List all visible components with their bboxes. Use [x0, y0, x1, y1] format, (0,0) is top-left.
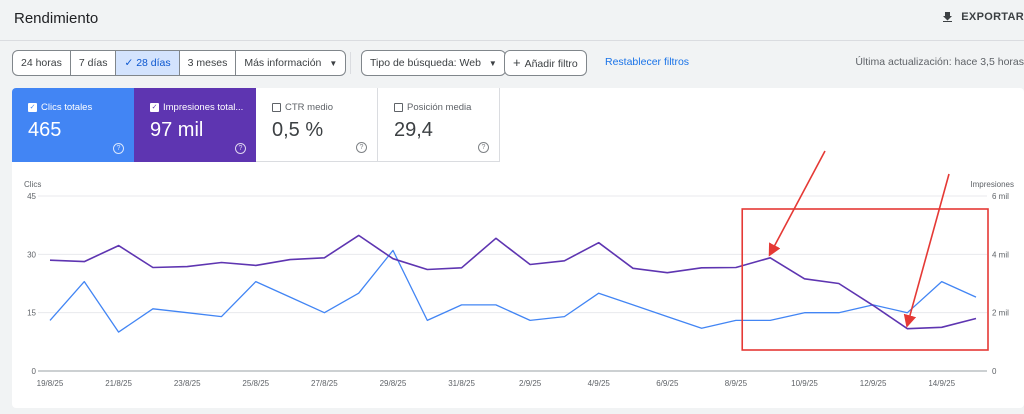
- x-axis-tick: 6/9/25: [656, 379, 679, 388]
- checkbox-unchecked-icon: [272, 103, 281, 112]
- x-axis-tick: 12/9/25: [860, 379, 887, 388]
- metric-value-ctr: 0,5 %: [272, 119, 324, 141]
- page-title: Rendimiento: [14, 10, 99, 27]
- date-range-selector: 24 horas 7 días ✓ 28 días 3 meses Más in…: [12, 50, 347, 76]
- metric-label-impressions: Impresiones total...: [163, 102, 244, 113]
- metric-label-ctr: CTR medio: [285, 102, 334, 113]
- right-axis-title: Impresiones: [970, 180, 1014, 189]
- checkbox-checked-icon: ✓: [28, 103, 37, 112]
- caret-down-icon: ▼: [488, 59, 497, 68]
- plus-icon: +: [513, 55, 521, 70]
- x-axis-tick: 25/8/25: [242, 379, 269, 388]
- annotation-layer: [741, 150, 989, 351]
- chart-series: [49, 234, 977, 333]
- x-axis-tick: 4/9/25: [588, 379, 611, 388]
- range-chip-28d[interactable]: ✓ 28 días: [116, 51, 180, 75]
- metric-label-position: Posición media: [407, 102, 472, 113]
- left-axis-tick: 0: [32, 367, 37, 376]
- x-axis-tick: 27/8/25: [311, 379, 338, 388]
- search-type-dropdown[interactable]: Tipo de búsqueda: Web ▼: [361, 50, 506, 76]
- x-axis-tick: 19/8/25: [37, 379, 64, 388]
- series-line-clicks: [49, 249, 977, 333]
- performance-panel: ✓ Clics totales 465 ? ✓ Impresiones total.…: [12, 88, 1024, 408]
- help-icon[interactable]: ?: [113, 143, 124, 154]
- left-axis-tick: 15: [27, 309, 36, 318]
- checkbox-checked-icon: ✓: [150, 103, 159, 112]
- annotation-arrow: [768, 150, 826, 257]
- last-update-text: Última actualización: hace 3,5 horas: [855, 56, 1024, 68]
- caret-down-icon: ▼: [329, 59, 338, 68]
- chart-grid: [38, 195, 987, 372]
- metric-value-clicks: 465: [28, 119, 62, 141]
- left-axis-title: Clics: [24, 180, 41, 189]
- right-axis-tick: 2 mil: [992, 309, 1009, 318]
- x-axis-tick: 10/9/25: [791, 379, 818, 388]
- add-filter-label: Añadir filtro: [524, 58, 578, 70]
- x-axis-tick: 8/9/25: [725, 379, 748, 388]
- x-axis-tick: 14/9/25: [928, 379, 955, 388]
- range-chip-3m[interactable]: 3 meses: [180, 51, 237, 75]
- download-icon: [942, 11, 953, 25]
- metric-card-position[interactable]: Posición media 29,4 ?: [378, 88, 500, 162]
- metric-card-impressions[interactable]: ✓ Impresiones total... 97 mil ?: [134, 88, 256, 162]
- check-icon: ✓: [124, 57, 137, 69]
- export-button[interactable]: EXPORTAR: [942, 11, 1024, 25]
- search-type-label: Tipo de búsqueda: Web: [370, 57, 481, 69]
- help-icon[interactable]: ?: [478, 142, 489, 153]
- help-icon[interactable]: ?: [356, 142, 367, 153]
- x-axis-ticks: 19/8/25 21/8/25 23/8/25 25/8/25 27/8/25 29/8/…: [37, 379, 956, 388]
- series-line-impressions: [49, 234, 977, 330]
- left-axis-ticks: 0 15 30 45: [27, 192, 36, 376]
- x-axis-tick: 2/9/25: [519, 379, 542, 388]
- top-bar: Rendimiento EXPORTAR: [0, 0, 1024, 41]
- add-filter-button[interactable]: + Añadir filtro: [504, 50, 587, 76]
- checkbox-unchecked-icon: [394, 103, 403, 112]
- left-axis-tick: 30: [27, 250, 36, 259]
- help-icon[interactable]: ?: [235, 143, 246, 154]
- range-chip-7d[interactable]: 7 días: [71, 51, 117, 75]
- range-chip-28d-label: 28 días: [136, 57, 171, 69]
- metric-value-position: 29,4: [394, 119, 433, 141]
- more-info-dropdown[interactable]: Más información ▼: [236, 51, 345, 75]
- annotation-arrow: [903, 173, 950, 328]
- reset-filters-link[interactable]: Restablecer filtros: [605, 56, 690, 68]
- range-chip-24h[interactable]: 24 horas: [13, 51, 71, 75]
- metric-label-clicks: Clics totales: [41, 102, 93, 113]
- metric-card-ctr[interactable]: CTR medio 0,5 % ?: [256, 88, 378, 162]
- x-axis-tick: 23/8/25: [174, 379, 201, 388]
- right-axis-tick: 4 mil: [992, 250, 1009, 259]
- metric-card-clicks[interactable]: ✓ Clics totales 465 ?: [12, 88, 134, 162]
- x-axis-tick: 29/8/25: [380, 379, 407, 388]
- filter-divider: [350, 52, 351, 74]
- export-label: EXPORTAR: [961, 11, 1024, 23]
- metric-value-impressions: 97 mil: [150, 119, 204, 141]
- right-axis-ticks: 0 2 mil 4 mil 6 mil: [992, 192, 1009, 376]
- annotation-box: [741, 208, 989, 351]
- right-axis-tick: 0: [992, 367, 997, 376]
- x-axis-tick: 31/8/25: [448, 379, 475, 388]
- right-axis-tick: 6 mil: [992, 192, 1009, 201]
- filter-bar: 24 horas 7 días ✓ 28 días 3 meses Más in…: [0, 48, 1024, 80]
- x-axis-tick: 21/8/25: [105, 379, 132, 388]
- left-axis-tick: 45: [27, 192, 36, 201]
- more-info-label: Más información: [244, 57, 322, 69]
- performance-chart: Clics Impresiones 0 15 30 45 0 2 mil 4 mil 6 m…: [24, 150, 1014, 388]
